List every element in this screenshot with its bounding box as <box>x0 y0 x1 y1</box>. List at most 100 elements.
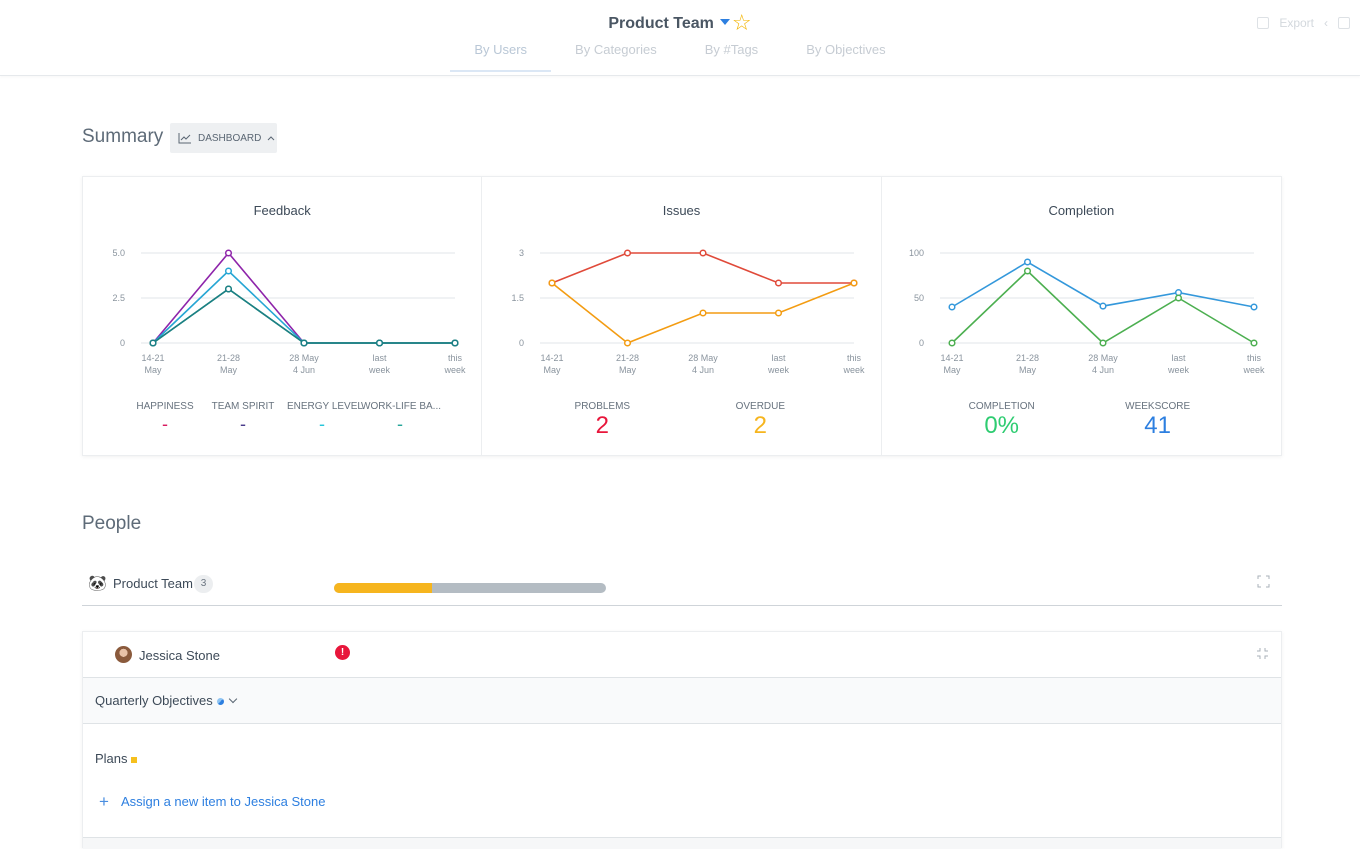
caret-down-icon[interactable] <box>719 19 730 25</box>
tab-by-users[interactable]: By Users <box>450 42 552 72</box>
happiness-metric: HAPPINESS - <box>135 401 195 434</box>
data-point[interactable] <box>1174 294 1182 302</box>
energy-level-metric: ENERGY LEVEL - <box>287 401 363 434</box>
alert-icon[interactable]: ! <box>335 645 350 660</box>
toolbar: Export ‹ <box>1257 16 1350 30</box>
team-name[interactable]: Product Team <box>113 576 193 591</box>
member-count-badge: 3 <box>194 575 213 593</box>
chevron-left-icon[interactable]: ‹ <box>1324 16 1328 30</box>
x-tick-label: 14-21 <box>940 353 963 363</box>
plus-icon: + <box>99 791 109 811</box>
dashboard-button[interactable]: DASHBOARD <box>170 123 277 153</box>
series-line <box>152 288 455 344</box>
energy-level-label: ENERGY LEVEL <box>287 401 363 412</box>
x-tick-label: May <box>544 365 562 375</box>
work-life-balance-value: - <box>397 414 403 434</box>
collapse-icon[interactable] <box>1256 647 1269 660</box>
x-tick-label: 14-21 <box>141 353 164 363</box>
completion-chart: 100 50 0 14-21 May 21-28 May 28 May 4 Jun last wee… <box>909 248 1265 375</box>
problems-label: PROBLEMS <box>574 401 631 412</box>
tab-by-tags[interactable]: By #Tags <box>704 42 759 57</box>
y-tick-label: 0 <box>519 338 524 348</box>
data-point[interactable] <box>149 339 157 347</box>
x-tick-label: 21-28 <box>616 353 639 363</box>
happiness-label: HAPPINESS <box>136 401 194 412</box>
quarterly-objectives-label: Quarterly Objectives <box>95 693 213 708</box>
calendar-icon[interactable] <box>1338 17 1350 29</box>
feedback-card: Feedback 5.0 2.5 0 14-21 May 21-28 May 28 May 4 … <box>83 177 483 455</box>
data-point[interactable] <box>948 339 956 347</box>
happiness-value: - <box>162 414 168 434</box>
data-point[interactable] <box>699 309 707 317</box>
chevron-up-icon <box>268 136 275 141</box>
data-point[interactable] <box>1023 267 1031 275</box>
y-tick-label: 1.5 <box>512 293 525 303</box>
x-tick-label: week <box>767 365 790 375</box>
data-point[interactable] <box>699 249 707 257</box>
data-point[interactable] <box>224 267 233 275</box>
assign-item-link[interactable]: + Assign a new item to Jessica Stone <box>99 791 326 811</box>
weekscore-value: 41 <box>1144 412 1171 439</box>
quarterly-objectives-row[interactable]: Quarterly Objectives <box>83 678 1281 724</box>
data-point[interactable] <box>1250 339 1258 347</box>
series-line <box>152 288 455 344</box>
data-point[interactable] <box>948 303 956 311</box>
data-point[interactable] <box>375 339 384 347</box>
feedback-chart: 5.0 2.5 0 14-21 May 21-28 May 28 May 4 Jun last we… <box>112 248 466 375</box>
work-life-balance-metric: WORK-LIFE BA... - <box>361 401 441 434</box>
issues-card: Issues 3 1.5 0 14-21 May 21-28 May 28 May 4 Jun l… <box>482 177 882 455</box>
team-title[interactable]: Product Team <box>608 15 714 32</box>
x-tick-label: this <box>847 353 862 363</box>
x-tick-label: 4 Jun <box>692 365 714 375</box>
x-tick-label: week <box>843 365 866 375</box>
x-tick-label: May <box>144 365 162 375</box>
data-point[interactable] <box>1099 339 1107 347</box>
x-tick-label: 28 May <box>289 353 319 363</box>
data-point[interactable] <box>1250 303 1258 311</box>
assign-item-label[interactable]: Assign a new item to Jessica Stone <box>120 794 326 809</box>
data-point[interactable] <box>548 279 556 287</box>
star-icon[interactable]: ☆ <box>731 10 752 35</box>
export-icon <box>1257 17 1270 29</box>
x-tick-label: this <box>448 353 463 363</box>
completion-label: COMPLETION <box>968 401 1035 412</box>
avatar <box>115 646 132 663</box>
team-row[interactable]: 🐼 Product Team 3 <box>82 566 1282 606</box>
person-name[interactable]: Jessica Stone <box>139 648 220 663</box>
series-line <box>152 269 455 344</box>
export-button[interactable]: Export <box>1279 16 1314 30</box>
data-point[interactable] <box>775 309 783 317</box>
x-tick-label: May <box>943 365 961 375</box>
data-point[interactable] <box>300 339 308 347</box>
tab-by-objectives[interactable]: By Objectives <box>806 42 886 57</box>
x-tick-label: this <box>1247 353 1262 363</box>
team-spirit-metric: TEAM SPIRIT - <box>209 401 277 434</box>
panda-icon: 🐼 <box>88 575 107 592</box>
line-chart-icon <box>178 133 191 144</box>
view-tabs: By Users By Categories By #Tags By Objec… <box>0 42 1360 72</box>
people-title: People <box>82 513 142 534</box>
data-point[interactable] <box>224 285 233 293</box>
data-point[interactable] <box>1099 302 1107 310</box>
summary-title: Summary <box>82 126 164 147</box>
data-point[interactable] <box>451 339 459 347</box>
y-tick-label: 50 <box>914 293 924 303</box>
data-point[interactable] <box>224 249 233 257</box>
tab-by-categories[interactable]: By Categories <box>575 42 657 57</box>
person-header[interactable]: Jessica Stone ! <box>83 632 1281 678</box>
quarterly-objectives-toggle[interactable]: Quarterly Objectives <box>95 693 238 708</box>
x-tick-label: 21-28 <box>217 353 240 363</box>
x-tick-label: 4 Jun <box>293 365 315 375</box>
data-point[interactable] <box>624 339 632 347</box>
data-point[interactable] <box>1023 258 1031 266</box>
data-point[interactable] <box>775 279 783 287</box>
team-selector[interactable]: Product Team ☆ <box>0 10 1360 36</box>
data-point[interactable] <box>624 249 632 257</box>
x-tick-label: last <box>372 353 387 363</box>
expand-icon[interactable] <box>1257 575 1270 588</box>
y-tick-label: 0 <box>120 338 125 348</box>
team-progress-bar <box>334 583 606 593</box>
issues-chart-title: Issues <box>662 203 701 218</box>
data-point[interactable] <box>850 279 858 287</box>
y-tick-label: 3 <box>519 248 524 258</box>
